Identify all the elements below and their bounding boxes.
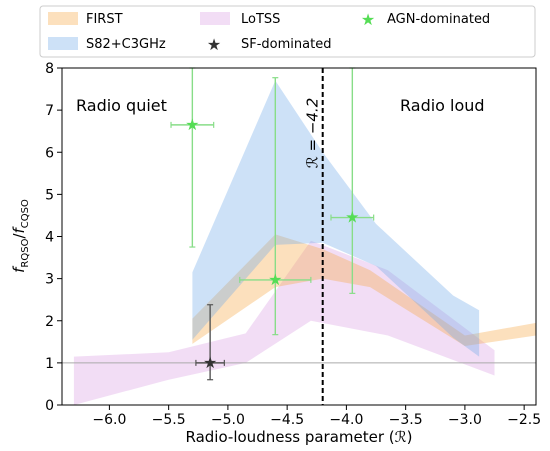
marker-agn-dominated-1: ★ bbox=[268, 270, 282, 289]
y-tick-label: 5 bbox=[45, 187, 54, 203]
legend-label-s82-c3ghz: S82+C3GHz bbox=[86, 37, 166, 52]
x-tick-label: −3.5 bbox=[389, 412, 423, 428]
band-s82-c3ghz bbox=[192, 80, 480, 357]
legend-label-sf-dominated: SF-dominated bbox=[241, 37, 331, 52]
legend-label-first: FIRST bbox=[86, 12, 123, 27]
band-first bbox=[192, 234, 536, 346]
x-tick-label: −5.0 bbox=[211, 412, 245, 428]
y-tick-label: 1 bbox=[45, 356, 54, 372]
x-tick-label: −4.5 bbox=[270, 412, 304, 428]
legend-swatch-s82-c3ghz bbox=[48, 37, 78, 50]
band-lotss bbox=[73, 240, 495, 405]
y-tick-label: 6 bbox=[45, 145, 54, 161]
x-tick-label: −5.5 bbox=[152, 412, 186, 428]
region-label-radio-quiet: Radio quiet bbox=[76, 96, 167, 115]
y-tick-label: 4 bbox=[45, 230, 54, 246]
points-layer: ★ ★ ★ ★ bbox=[170, 67, 375, 381]
marker-agn-dominated-0: ★ bbox=[185, 115, 199, 134]
legend-swatch-first bbox=[48, 12, 78, 25]
y-axis-title: fRQSO/fCQSO bbox=[10, 199, 31, 273]
y-tick-label: 0 bbox=[45, 398, 54, 414]
legend-label-agn-dominated: AGN-dominated bbox=[387, 12, 490, 27]
y-tick-label: 3 bbox=[45, 272, 54, 288]
x-tick-label: −4.0 bbox=[329, 412, 363, 428]
legend-marker-sf-dominated: ★ bbox=[207, 35, 221, 54]
x-tick-label: −2.5 bbox=[507, 412, 541, 428]
x-tick-label: −6.0 bbox=[92, 412, 126, 428]
y-tick-label: 7 bbox=[45, 103, 54, 119]
x-tick-label: −3.0 bbox=[448, 412, 482, 428]
legend-label-lotss: LoTSS bbox=[241, 12, 280, 27]
y-tick-label: 8 bbox=[45, 61, 54, 77]
threshold-layer: ℛ = −4.2 bbox=[304, 68, 324, 405]
legend: FIRST LoTSS ★ AGN-dominated S82+C3GHz ★ … bbox=[39, 5, 536, 58]
bands-layer bbox=[73, 80, 536, 405]
threshold-label: ℛ = −4.2 bbox=[304, 98, 322, 169]
legend-marker-agn-dominated: ★ bbox=[361, 10, 375, 29]
legend-swatch-lotss bbox=[200, 12, 230, 25]
legend-frame bbox=[39, 5, 536, 58]
y-tick-label: 2 bbox=[45, 314, 54, 330]
region-label-radio-loud: Radio loud bbox=[400, 96, 485, 115]
x-axis-title: Radio-loudness parameter (ℛ) bbox=[186, 428, 413, 446]
marker-sf-dominated-0: ★ bbox=[203, 353, 217, 372]
marker-agn-dominated-2: ★ bbox=[345, 208, 359, 227]
x-axis: −6.0 −5.5 −5.0 −4.5 −4.0 −3.5 −3.0 −2.5 bbox=[92, 405, 541, 428]
y-axis: 0 1 2 3 4 5 6 7 8 bbox=[45, 61, 62, 414]
